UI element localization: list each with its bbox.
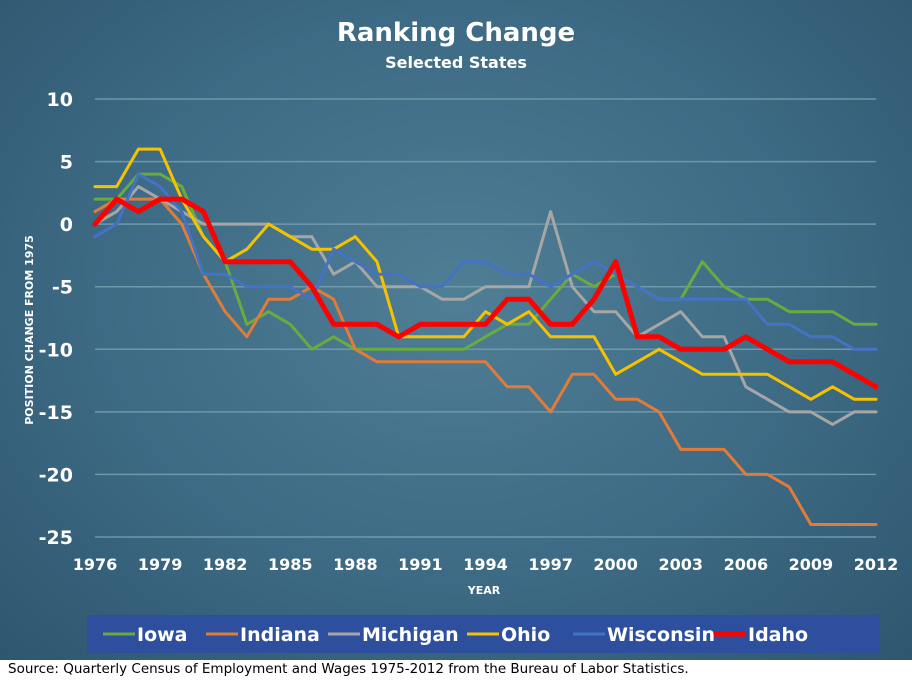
x-axis-label: YEAR bbox=[467, 584, 501, 597]
y-tick-label: -25 bbox=[39, 527, 73, 549]
x-tick-label: 2000 bbox=[593, 555, 638, 574]
y-tick-label: 0 bbox=[60, 214, 73, 236]
legend: Iowa Indiana Michigan Ohio Wisconsin Idaho bbox=[87, 615, 880, 653]
x-tick-label: 1982 bbox=[203, 555, 248, 574]
y-axis-ticks: 10 5 0 -5 -10 -15 -20 -25 bbox=[39, 89, 73, 549]
source-note: Source: Quarterly Census of Employment a… bbox=[8, 661, 689, 677]
line-chart: Ranking Change Selected States 10 5 0 -5 -10… bbox=[23, 18, 899, 653]
x-tick-label: 1988 bbox=[333, 555, 378, 574]
x-tick-label: 1997 bbox=[528, 555, 573, 574]
y-tick-label: -10 bbox=[39, 339, 73, 361]
x-tick-label: 1991 bbox=[398, 555, 443, 574]
series-line-michigan bbox=[93, 185, 878, 426]
legend-label-indiana: Indiana bbox=[240, 624, 320, 646]
series-line-wisconsin bbox=[93, 172, 878, 351]
x-tick-label: 2006 bbox=[724, 555, 769, 574]
legend-label-iowa: Iowa bbox=[137, 624, 188, 646]
chart-panel: Ranking Change Selected States 10 5 0 -5 -10… bbox=[0, 0, 912, 660]
x-tick-label: 1979 bbox=[138, 555, 183, 574]
y-tick-label: -15 bbox=[39, 402, 73, 424]
x-tick-label: 2003 bbox=[658, 555, 703, 574]
chart-subtitle: Selected States bbox=[385, 53, 527, 72]
x-tick-label: 1994 bbox=[463, 555, 508, 574]
gridlines bbox=[95, 98, 876, 538]
y-tick-label: 10 bbox=[47, 89, 73, 111]
series-lines bbox=[92, 147, 879, 526]
legend-label-wisconsin: Wisconsin bbox=[607, 624, 715, 646]
y-tick-label: 5 bbox=[60, 152, 73, 174]
y-axis-label: POSITION CHANGE FROM 1975 bbox=[23, 235, 36, 425]
legend-label-idaho: Idaho bbox=[748, 624, 808, 646]
x-tick-label: 2009 bbox=[789, 555, 834, 574]
series-line-idaho bbox=[92, 196, 879, 390]
series-line-indiana bbox=[93, 197, 878, 526]
chart-title: Ranking Change bbox=[337, 18, 575, 48]
y-tick-label: -5 bbox=[52, 277, 73, 299]
x-tick-label: 1976 bbox=[73, 555, 118, 574]
x-tick-label: 1985 bbox=[268, 555, 313, 574]
x-axis-ticks: 1976 1979 1982 1985 1988 1991 1994 1997 2000 2003… bbox=[73, 555, 899, 574]
legend-label-michigan: Michigan bbox=[362, 624, 459, 646]
legend-label-ohio: Ohio bbox=[501, 624, 550, 646]
x-tick-label: 2012 bbox=[854, 555, 899, 574]
y-tick-label: -20 bbox=[39, 464, 73, 486]
